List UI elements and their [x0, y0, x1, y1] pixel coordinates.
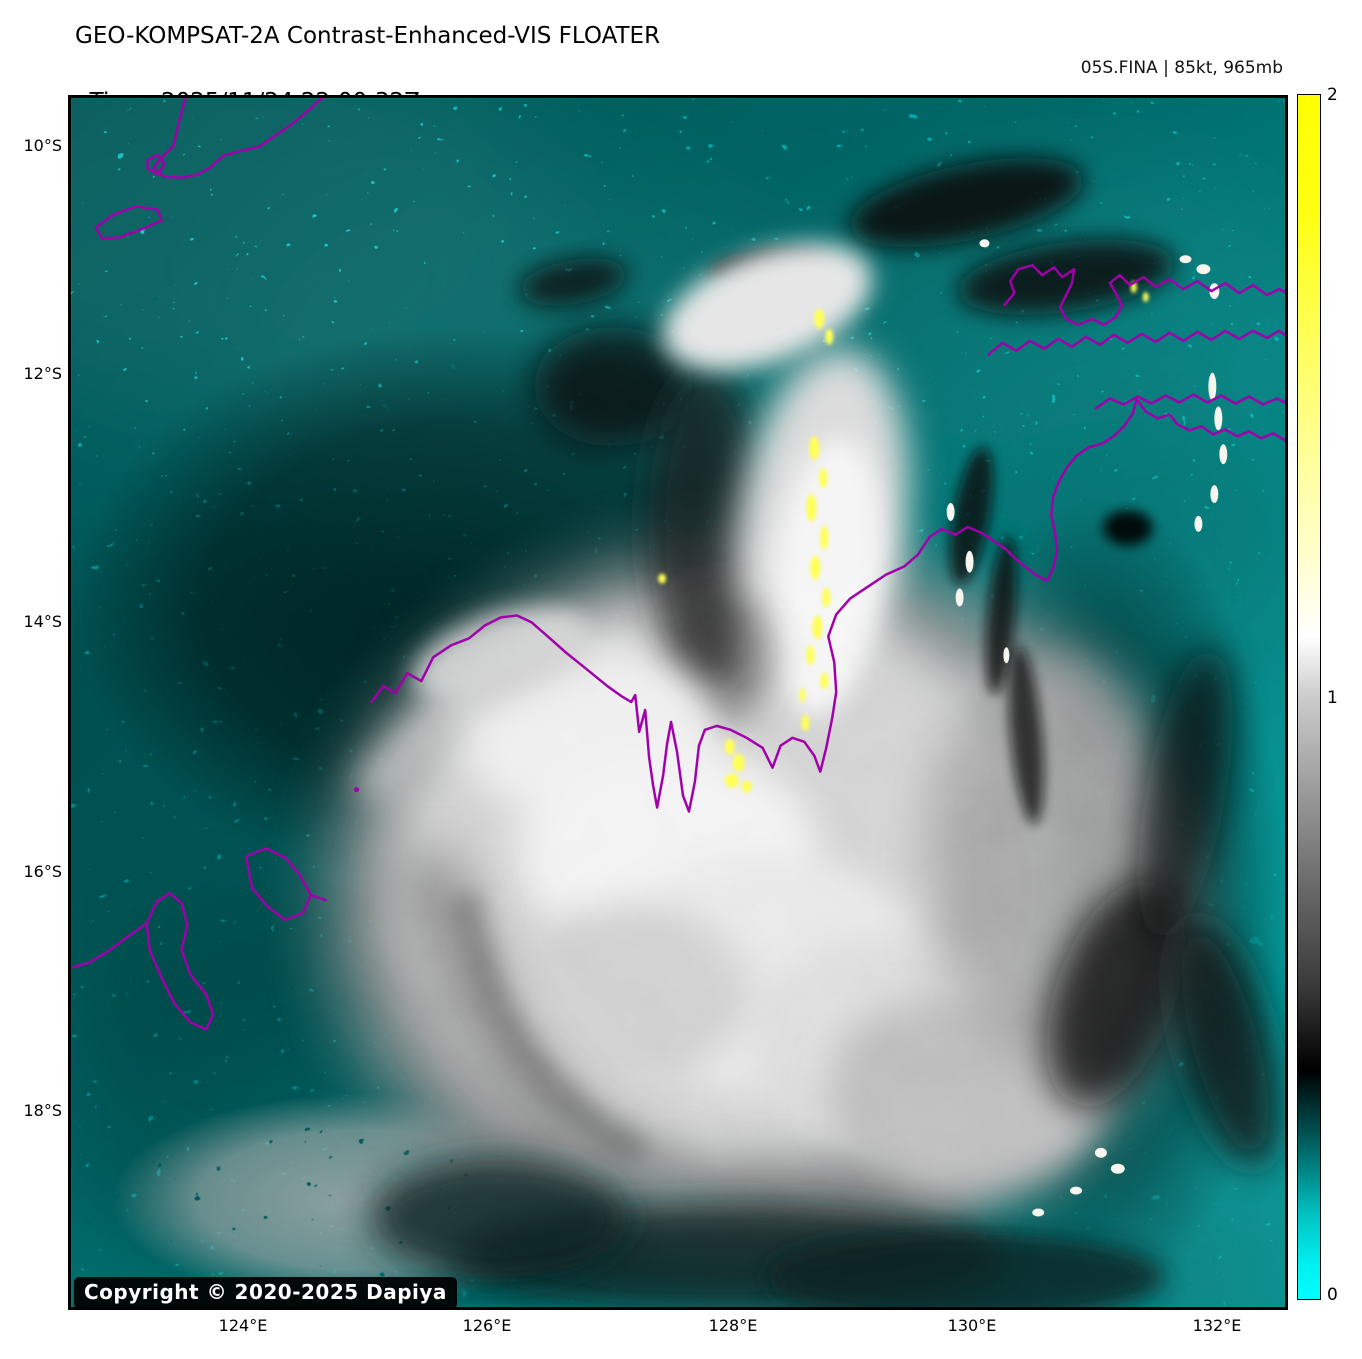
coastline-gulf [1135, 398, 1285, 442]
coastline-timor-south [987, 329, 1285, 356]
coastline-southwest [71, 923, 146, 969]
coastline-kimberley [370, 398, 1138, 813]
lat-tick-label: 16°S [23, 862, 62, 881]
islet-northwest [146, 153, 166, 176]
satellite-scene [71, 98, 1285, 1307]
island-northwest [94, 205, 163, 240]
colorbar [1297, 94, 1321, 1300]
coastlines [71, 98, 1285, 1031]
lon-tick-label: 126°E [462, 1316, 512, 1335]
copyright-watermark: Copyright © 2020-2025 Dapiya [74, 1277, 457, 1309]
storm-intensity-annotation: 05S.FINA | 85kt, 965mb [1080, 58, 1283, 78]
colorbar-tick-label: 0 [1327, 1285, 1338, 1305]
product-title: GEO-KOMPSAT-2A Contrast-Enhanced-VIS FLO… [75, 23, 661, 49]
lon-tick-label: 128°E [708, 1316, 758, 1335]
islet-tail [309, 893, 327, 902]
island-southwest-1 [145, 891, 215, 1031]
lon-tick-label: 124°E [218, 1316, 268, 1335]
colorbar-tick-label: 1 [1327, 688, 1338, 708]
lat-tick-label: 14°S [23, 612, 62, 631]
coastline-timor-north [1003, 263, 1285, 327]
overshooting-tops [658, 281, 1149, 793]
coastline-islands-east [1094, 393, 1285, 410]
coastline-northwest [152, 98, 324, 179]
lon-tick-label: 130°E [947, 1316, 997, 1335]
dark-convective-streaks [369, 447, 1280, 1307]
island-southwest-2 [244, 847, 313, 922]
lat-tick-label: 10°S [23, 136, 62, 155]
satellite-image-panel [68, 95, 1288, 1310]
islet-dot [354, 787, 360, 793]
small-white-cloud-cells [946, 239, 1228, 1217]
lat-tick-label: 12°S [23, 364, 62, 383]
lon-tick-label: 132°E [1192, 1316, 1242, 1335]
lat-tick-label: 18°S [23, 1101, 62, 1120]
colorbar-tick-label: 2 [1327, 85, 1338, 105]
